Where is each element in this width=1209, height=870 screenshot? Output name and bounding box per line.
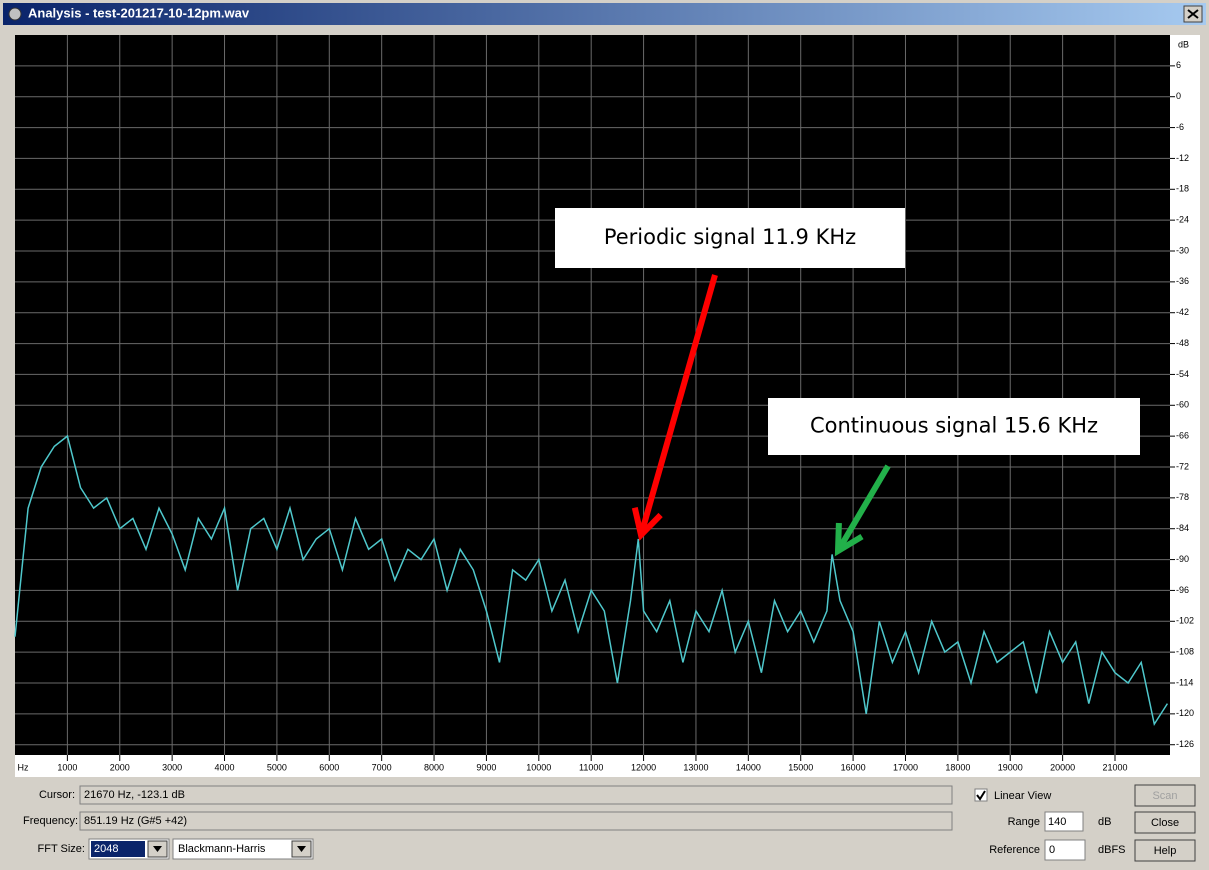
y-tick-label: -48: [1176, 338, 1189, 348]
y-tick-label: -96: [1176, 585, 1189, 595]
y-tick-label: -30: [1176, 245, 1189, 255]
frequency-field: [79, 811, 953, 831]
y-tick-label: -18: [1176, 184, 1189, 194]
y-tick-label: 6: [1176, 60, 1181, 70]
y-tick-label: -54: [1176, 369, 1189, 379]
y-axis-strip: [1170, 35, 1200, 755]
button-label: Close: [1151, 817, 1179, 829]
window-title: Analysis - test-201217-10-12pm.wav: [28, 5, 250, 20]
window-select: [172, 838, 314, 860]
y-tick-label: -42: [1176, 307, 1189, 317]
x-tick-label: 16000: [841, 762, 866, 772]
y-tick-label: -108: [1176, 647, 1194, 657]
y-tick-label: -102: [1176, 616, 1194, 626]
window-function[interactable]: Blackmann-Harris: [178, 843, 266, 855]
x-tick-label: 17000: [893, 762, 918, 772]
fft-label: FFT Size:: [38, 843, 85, 855]
annotation-box: [768, 398, 1140, 455]
range-input: [1044, 811, 1084, 832]
y-tick-label: -36: [1176, 276, 1189, 286]
annotation-box: [555, 208, 905, 268]
y-tick-label: -120: [1176, 708, 1194, 718]
x-tick-label: 8000: [424, 762, 444, 772]
button: [1134, 784, 1196, 807]
x-axis-strip: [15, 755, 1200, 777]
y-tick-label: -126: [1176, 739, 1194, 749]
x-tick-label: 9000: [476, 762, 496, 772]
button[interactable]: [1134, 839, 1196, 862]
y-tick-label: -72: [1176, 461, 1189, 471]
check-mark: [976, 790, 986, 801]
cursor-value: 21670 Hz, -123.1 dB: [84, 789, 185, 801]
cursor-label: Cursor:: [39, 789, 75, 801]
close-x-glyph: [1187, 9, 1199, 19]
reference-label: Reference: [989, 844, 1040, 856]
reference-unit: dBFS: [1098, 844, 1126, 856]
x-tick-label: 20000: [1050, 762, 1075, 772]
y-tick-label: -12: [1176, 153, 1189, 163]
y-axis-label: dB: [1178, 39, 1189, 49]
y-tick-label: -90: [1176, 554, 1189, 564]
y-tick-label: -78: [1176, 492, 1189, 502]
annotation-text: Periodic signal 11.9 KHz: [604, 225, 856, 249]
x-tick-label: 5000: [267, 762, 287, 772]
x-tick-label: 3000: [162, 762, 182, 772]
annotation-arrow: [835, 464, 891, 553]
range-unit: dB: [1098, 816, 1111, 828]
x-tick-label: 14000: [736, 762, 761, 772]
x-tick-label: 21000: [1102, 762, 1127, 772]
y-tick-label: -114: [1176, 677, 1193, 687]
frequency-label: Frequency:: [23, 815, 78, 827]
dropdown-arrow: [153, 846, 162, 852]
button[interactable]: [1134, 811, 1196, 834]
spectrum-line: [14, 434, 1169, 727]
y-tick-label: -66: [1176, 431, 1189, 441]
fft-value[interactable]: 2048: [94, 843, 118, 855]
x-tick-label: 2000: [110, 762, 130, 772]
range-label: Range: [1008, 816, 1040, 828]
x-tick-label: 19000: [998, 762, 1023, 772]
button-label: Help: [1154, 845, 1177, 857]
x-tick-label: 7000: [372, 762, 392, 772]
app-icon: [8, 7, 22, 21]
fft-select-highlight: [91, 841, 145, 857]
annotation-arrowhead: [834, 522, 864, 557]
y-tick-label: -6: [1176, 122, 1184, 132]
x-tick-label: 13000: [683, 762, 708, 772]
reference-input: [1044, 839, 1086, 861]
dropdown-arrow: [297, 846, 306, 852]
x-axis-label: Hz: [18, 762, 29, 772]
y-tick-label: -84: [1176, 523, 1189, 533]
x-tick-label: 18000: [945, 762, 970, 772]
x-tick-label: 11000: [579, 762, 603, 772]
cursor-field: [79, 785, 953, 805]
plot-area: [15, 35, 1170, 755]
x-tick-label: 6000: [319, 762, 339, 772]
linear-view-label: Linear View: [994, 790, 1051, 802]
button-label: Scan: [1152, 790, 1177, 802]
y-tick-label: -60: [1176, 400, 1189, 410]
y-tick-label: 0: [1176, 91, 1181, 101]
range-value[interactable]: 140: [1048, 816, 1066, 828]
y-tick-label: -24: [1176, 215, 1189, 225]
reference-value[interactable]: 0: [1049, 844, 1055, 856]
annotation-arrow: [638, 274, 718, 536]
x-tick-label: 4000: [215, 762, 235, 772]
x-tick-label: 15000: [788, 762, 813, 772]
x-tick-label: 12000: [631, 762, 656, 772]
x-tick-label: 1000: [57, 762, 77, 772]
annotation-arrowhead: [631, 507, 663, 542]
title-bar: [3, 3, 1206, 25]
frequency-value: 851.19 Hz (G#5 +42): [84, 815, 187, 827]
x-tick-label: 10000: [526, 762, 551, 772]
annotation-text: Continuous signal 15.6 KHz: [810, 414, 1098, 438]
